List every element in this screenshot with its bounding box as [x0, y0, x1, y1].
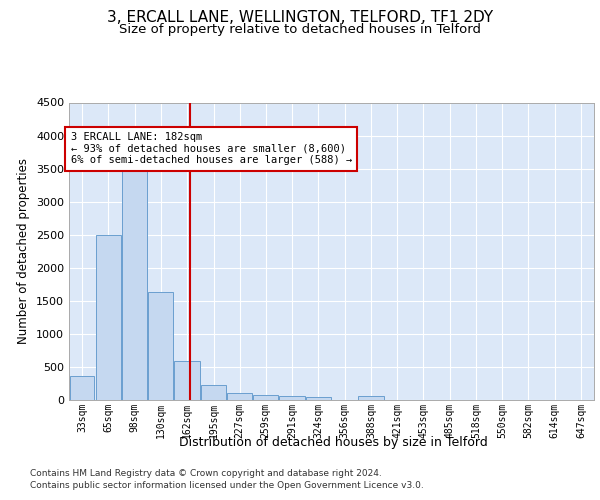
Bar	[122, 152, 147, 400]
Bar	[253, 394, 278, 400]
Bar	[358, 396, 384, 400]
Bar	[70, 376, 94, 400]
Bar	[227, 392, 252, 400]
Text: Size of property relative to detached houses in Telford: Size of property relative to detached ho…	[119, 24, 481, 36]
Bar	[279, 396, 305, 400]
Bar	[148, 292, 173, 400]
Bar	[201, 385, 226, 400]
Text: 3, ERCALL LANE, WELLINGTON, TELFORD, TF1 2DY: 3, ERCALL LANE, WELLINGTON, TELFORD, TF1…	[107, 10, 493, 25]
Y-axis label: Number of detached properties: Number of detached properties	[17, 158, 31, 344]
Text: Contains public sector information licensed under the Open Government Licence v3: Contains public sector information licen…	[30, 482, 424, 490]
Text: Distribution of detached houses by size in Telford: Distribution of detached houses by size …	[179, 436, 487, 449]
Bar	[95, 234, 121, 400]
Text: Contains HM Land Registry data © Crown copyright and database right 2024.: Contains HM Land Registry data © Crown c…	[30, 470, 382, 478]
Text: 3 ERCALL LANE: 182sqm
← 93% of detached houses are smaller (8,600)
6% of semi-de: 3 ERCALL LANE: 182sqm ← 93% of detached …	[71, 132, 352, 166]
Bar	[306, 398, 331, 400]
Bar	[175, 361, 200, 400]
